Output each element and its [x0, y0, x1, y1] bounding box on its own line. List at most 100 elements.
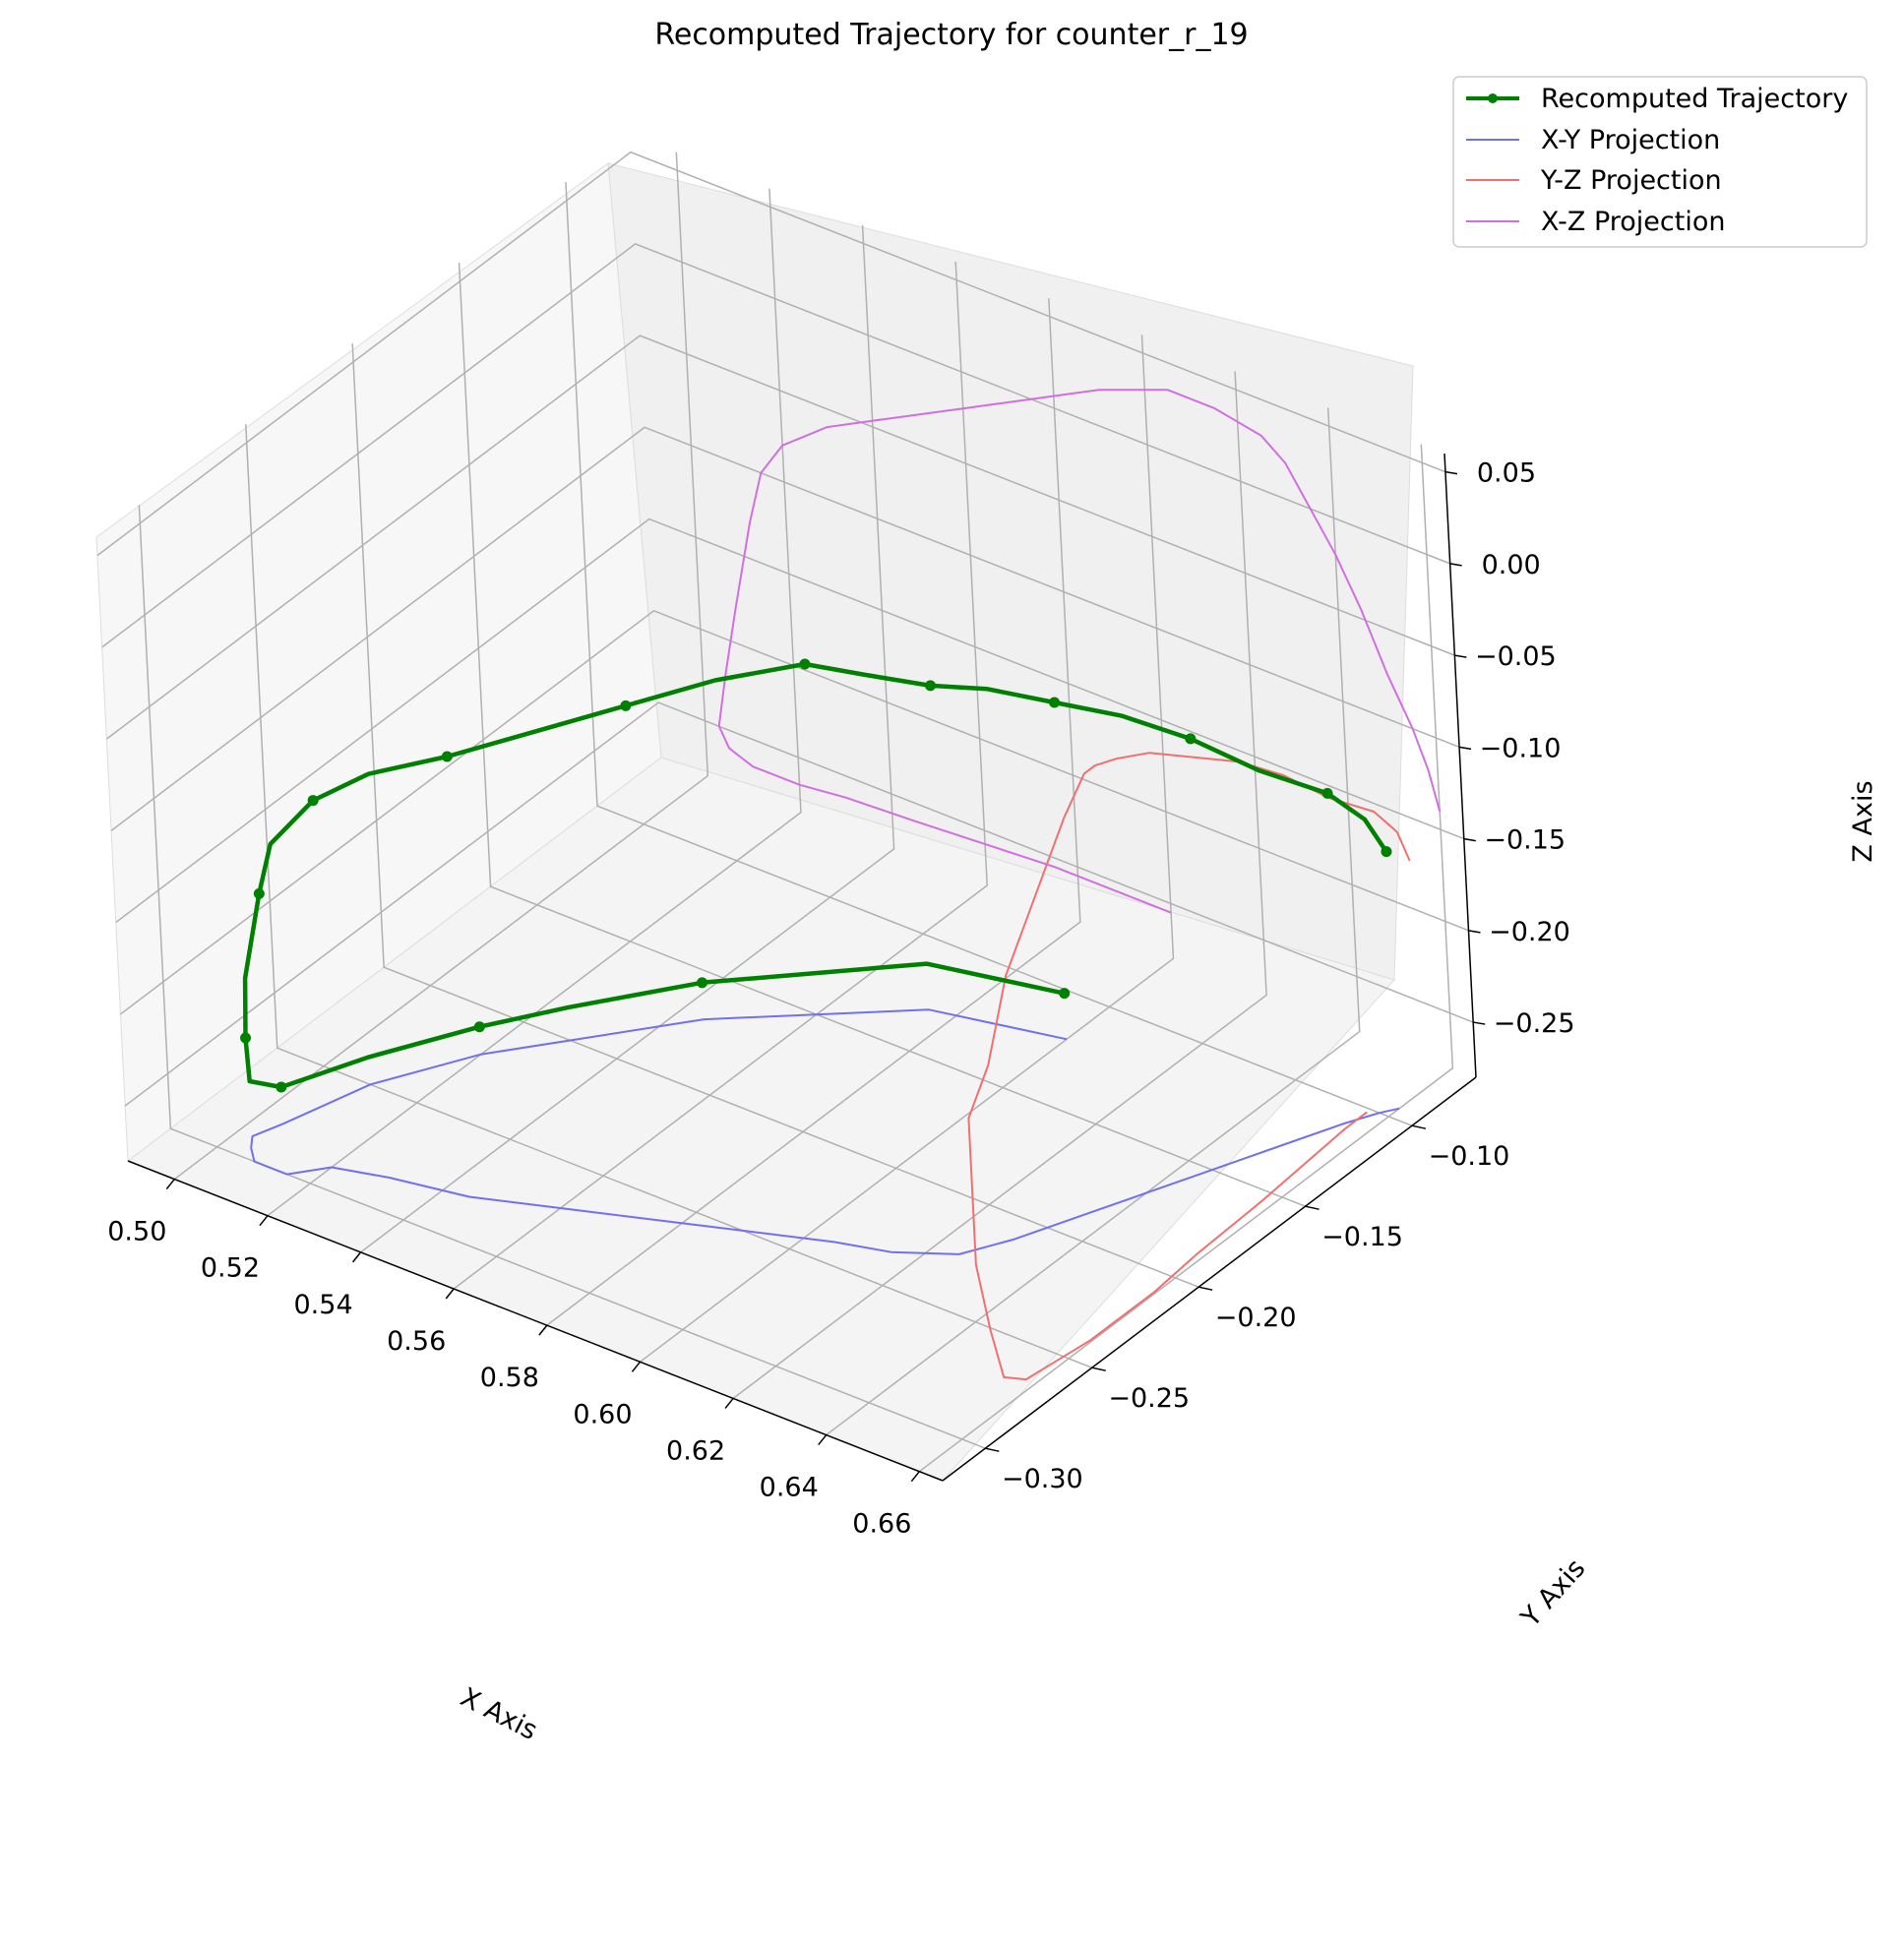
x-gridline	[453, 261, 988, 1290]
z-tick-mark	[1458, 746, 1472, 751]
y-tick-mark	[1305, 1205, 1320, 1210]
y-gridline	[458, 263, 1306, 1207]
x-tick-label: 0.50	[107, 1217, 166, 1247]
z-tick-mark	[1449, 563, 1462, 567]
y-tick-label: −0.15	[1321, 1222, 1403, 1252]
x-tick-label: 0.62	[666, 1435, 725, 1466]
z-tick-label: 0.05	[1477, 458, 1536, 489]
legend-item-xy: X-Y Projection	[1466, 125, 1720, 155]
z-gridline	[120, 609, 1469, 1015]
z-tick-label: −0.05	[1475, 641, 1557, 672]
x-tick-mark	[259, 1215, 269, 1227]
x-gridline	[732, 371, 1267, 1400]
z-tick-mark	[1444, 470, 1458, 475]
x-axis-line	[127, 1160, 944, 1482]
tick-marks	[165, 470, 1486, 1483]
z-axis-line	[1443, 453, 1477, 1078]
legend-label-recomputed: Recomputed Trajectory	[1541, 84, 1848, 114]
trajectory-point	[925, 680, 937, 692]
x-tick-label: 0.58	[480, 1363, 539, 1393]
tick-labels: 0.50 0.52 0.54 0.56 0.58 0.60 0.62 0.64 0.66 −0.3…	[107, 458, 1574, 1540]
legend-item-recomputed: Recomputed Trajectory	[1466, 84, 1848, 114]
trajectory-point	[307, 795, 319, 807]
z-tick-label: −0.15	[1484, 825, 1566, 856]
y-axis-line	[942, 1076, 1477, 1482]
y-tick-label: −0.25	[1108, 1383, 1190, 1414]
x-gridline	[267, 188, 802, 1217]
y-tick-label: −0.10	[1429, 1141, 1510, 1172]
x-tick-label: 0.64	[760, 1473, 819, 1503]
x-axis-title: X Axis	[456, 1682, 542, 1746]
x-tick-mark	[631, 1361, 642, 1372]
y-tick-mark	[1198, 1286, 1213, 1291]
x-gridline	[918, 444, 1454, 1473]
y-gridline	[565, 182, 1413, 1126]
y-tick-label: −0.20	[1215, 1303, 1297, 1333]
series-xy-projection	[250, 1008, 1400, 1255]
y-tick-label: −0.30	[1002, 1464, 1083, 1494]
trajectory-point	[240, 1032, 252, 1044]
x-gridline	[826, 407, 1361, 1436]
grid-lines	[96, 151, 1474, 1473]
z-tick-label: −0.25	[1494, 1008, 1575, 1039]
x-tick-mark	[165, 1179, 175, 1190]
y-gridline	[351, 343, 1199, 1288]
y-gridline	[245, 424, 1093, 1368]
y-tick-mark	[985, 1447, 1000, 1452]
legend-item-yz: Y-Z Projection	[1466, 165, 1722, 196]
z-tick-label: −0.20	[1489, 917, 1570, 947]
legend-marker-recomputed	[1488, 93, 1498, 103]
z-tick-mark	[1454, 654, 1467, 658]
z-gridline	[105, 334, 1455, 740]
legend-label-xy: X-Y Projection	[1541, 125, 1720, 155]
x-gridline	[640, 334, 1175, 1363]
trajectory-point	[1185, 733, 1197, 745]
y-tick-mark	[1091, 1367, 1106, 1371]
z-tick-mark	[1473, 1021, 1486, 1025]
trajectory-point	[697, 977, 708, 989]
series-layer	[240, 389, 1442, 1381]
z-axis-title: Z Axis	[1848, 780, 1878, 862]
legend-label-yz: Y-Z Projection	[1540, 165, 1722, 196]
x-gridline	[173, 152, 709, 1181]
series-xz-projection	[717, 389, 1442, 914]
x-tick-mark	[910, 1471, 920, 1483]
legend-item-xz: X-Z Projection	[1466, 207, 1725, 237]
chart-title: Recomputed Trajectory for counter_r_19	[654, 18, 1248, 52]
x-tick-label: 0.52	[201, 1253, 260, 1284]
x-gridline	[360, 224, 895, 1253]
y-axis-title: Y Axis	[1514, 1553, 1591, 1634]
legend: Recomputed Trajectory X-Y Projection Y-Z…	[1452, 76, 1868, 248]
y-tick-mark	[1411, 1124, 1427, 1129]
z-gridline	[101, 243, 1450, 648]
trajectory-point	[799, 658, 811, 670]
z-gridline	[110, 426, 1460, 831]
z-gridline	[96, 151, 1446, 557]
trajectory-point	[276, 1081, 287, 1093]
x-tick-mark	[818, 1434, 828, 1446]
x-tick-label: 0.66	[852, 1509, 911, 1540]
z-tick-mark	[1468, 930, 1481, 934]
x-tick-label: 0.54	[294, 1290, 353, 1320]
trajectory-point	[1059, 988, 1071, 1000]
x-gridline	[546, 298, 1081, 1326]
x-tick-mark	[445, 1288, 455, 1300]
trajectory-point	[1321, 787, 1333, 799]
z-gridline	[115, 517, 1465, 924]
x-tick-mark	[538, 1324, 548, 1336]
trajectory-point	[1381, 846, 1392, 858]
x-tick-label: 0.56	[387, 1326, 446, 1357]
z-tick-mark	[1463, 837, 1476, 842]
legend-frame	[1452, 76, 1868, 248]
z-tick-label: −0.10	[1480, 733, 1562, 763]
trajectory-point	[253, 887, 265, 899]
trajectory-point	[473, 1021, 485, 1033]
z-gridline	[124, 701, 1474, 1107]
x-tick-label: 0.60	[573, 1399, 632, 1429]
x-tick-mark	[724, 1397, 734, 1409]
y-gridline	[138, 505, 986, 1449]
trajectory-point	[620, 699, 632, 711]
trajectory-point	[441, 751, 453, 762]
trajectory-point	[1049, 697, 1061, 708]
